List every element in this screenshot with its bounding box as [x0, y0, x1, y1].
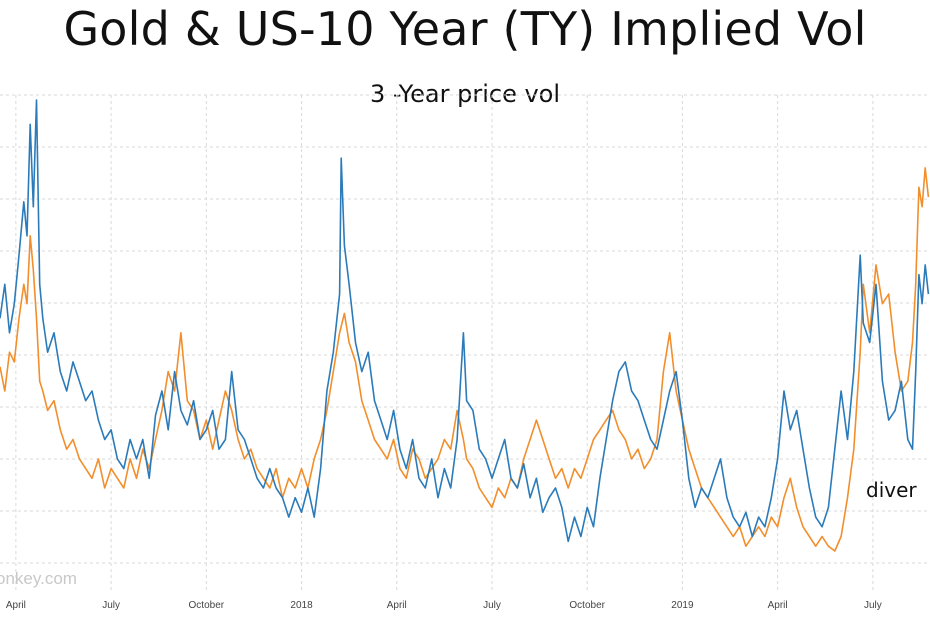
- x-axis-ticks: April July October 2018 April July October 2019…: [6, 600, 882, 611]
- x-tick-label: April: [387, 600, 407, 611]
- x-tick-label: 2018: [290, 600, 313, 611]
- x-tick-label: October: [569, 600, 605, 611]
- x-tick-label: 2019: [671, 600, 694, 611]
- chart-subtitle: 3 -Year price vol: [369, 80, 561, 108]
- x-tick-label: April: [768, 600, 788, 611]
- grid-layer: [0, 94, 930, 590]
- x-tick-label: July: [864, 600, 882, 611]
- series-orange-line: [0, 167, 930, 552]
- x-tick-label: April: [6, 600, 26, 611]
- chart-title: Gold & US-10 Year (TY) Implied Vol: [63, 2, 867, 56]
- x-tick-label: July: [102, 600, 120, 611]
- series-blue-line: [0, 99, 930, 543]
- series-layer: [0, 99, 930, 552]
- watermark-text: onkey.com: [0, 569, 77, 588]
- x-tick-label: October: [189, 600, 225, 611]
- x-tick-label: July: [483, 600, 501, 611]
- annotation-text: diver: [866, 478, 917, 502]
